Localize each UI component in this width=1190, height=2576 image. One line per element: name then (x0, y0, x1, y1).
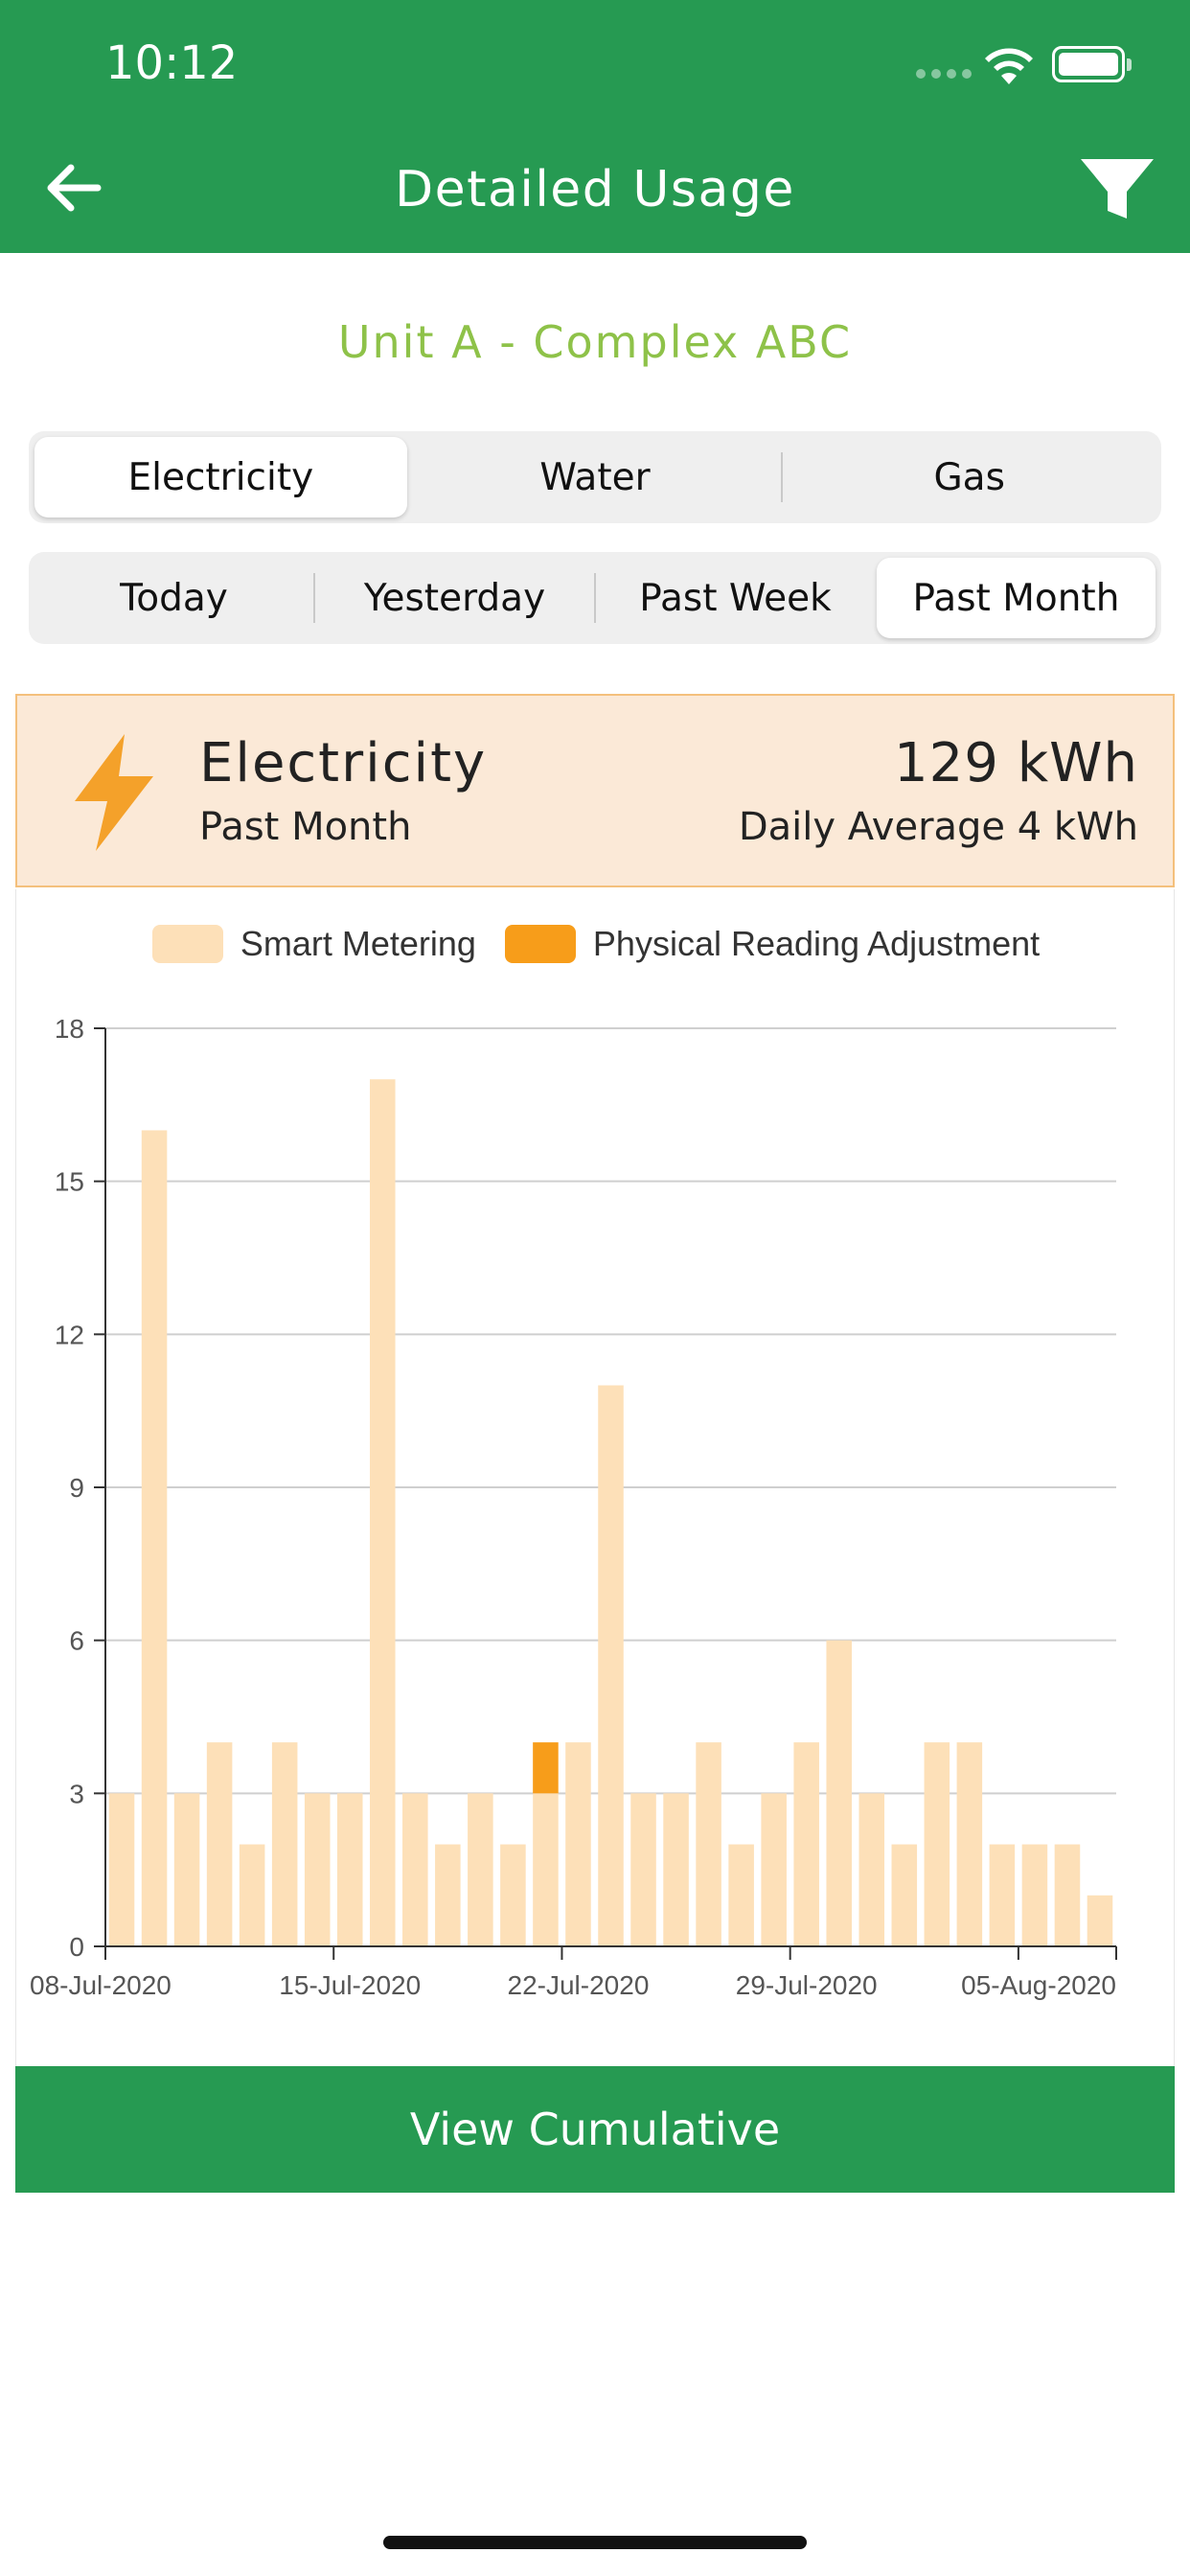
segment-divider (594, 573, 596, 623)
tab-yesterday[interactable]: Yesterday (363, 576, 546, 620)
summary-daily-average: Daily Average 4 kWh (738, 805, 1138, 849)
bar-smart-metering[interactable] (304, 1793, 331, 1946)
bar-smart-metering[interactable] (598, 1385, 624, 1946)
bar-smart-metering[interactable] (402, 1793, 428, 1946)
y-tick-label: 0 (69, 1932, 84, 1962)
bar-smart-metering[interactable] (435, 1844, 461, 1946)
usage-summary-card: Electricity Past Month 129 kWh Daily Ave… (15, 694, 1175, 887)
x-tick-label: 15-Jul-2020 (279, 1970, 421, 2000)
tab-past-week[interactable]: Past Week (639, 576, 832, 620)
tab-water[interactable]: Water (539, 455, 651, 499)
bar-smart-metering[interactable] (1021, 1844, 1048, 1946)
bar-smart-metering[interactable] (206, 1742, 233, 1946)
app-header: 10:12 Detailed Usage (0, 0, 1190, 253)
wifi-icon (985, 48, 1033, 84)
bar-smart-metering[interactable] (1087, 1895, 1113, 1946)
bar-smart-metering[interactable] (173, 1793, 200, 1946)
bar-smart-metering[interactable] (793, 1742, 819, 1946)
legend-label: Physical Reading Adjustment (592, 924, 1041, 963)
x-tick-label: 05-Aug-2020 (961, 1970, 1116, 2000)
tab-gas[interactable]: Gas (933, 455, 1005, 499)
utility-segmented-control: Electricity Water Gas (29, 431, 1161, 523)
bar-smart-metering[interactable] (728, 1844, 754, 1946)
y-tick-label: 9 (69, 1473, 84, 1503)
legend-entry-physical-adjustment[interactable]: Physical Reading Adjustment (504, 924, 1041, 964)
status-time: 10:12 (105, 36, 239, 90)
bar-smart-metering[interactable] (956, 1742, 983, 1946)
segment-divider (313, 573, 315, 623)
filter-icon[interactable] (1079, 157, 1156, 224)
view-cumulative-button[interactable]: View Cumulative (15, 2066, 1175, 2193)
legend-label: Smart Metering (240, 924, 476, 963)
bar-smart-metering[interactable] (696, 1742, 721, 1946)
bar-smart-metering[interactable] (858, 1793, 885, 1946)
bar-smart-metering[interactable] (826, 1640, 852, 1946)
lightning-bolt-icon (75, 734, 153, 851)
bar-smart-metering[interactable] (565, 1742, 591, 1946)
y-tick-label: 18 (55, 1014, 84, 1044)
x-tick-label: 29-Jul-2020 (736, 1970, 878, 2000)
bar-smart-metering[interactable] (336, 1793, 363, 1946)
bar-smart-metering[interactable] (924, 1742, 950, 1946)
bar-smart-metering[interactable] (533, 1793, 559, 1946)
x-tick-label: 08-Jul-2020 (30, 1970, 172, 2000)
chart-legend: Smart Metering Physical Reading Adjustme… (16, 924, 1176, 964)
y-tick-label: 12 (55, 1320, 84, 1349)
period-segmented-control: Today Yesterday Past Week Past Month (29, 552, 1161, 644)
bar-smart-metering[interactable] (761, 1793, 787, 1946)
property-name: Unit A - Complex ABC (337, 316, 853, 368)
back-arrow-icon[interactable] (38, 153, 107, 222)
bar-smart-metering[interactable] (500, 1844, 526, 1946)
bar-smart-metering[interactable] (468, 1793, 493, 1946)
bar-smart-metering[interactable] (663, 1793, 689, 1946)
bar-smart-metering[interactable] (141, 1130, 168, 1946)
segment-divider (781, 452, 784, 502)
usage-bar-chart: 0 3 6 9 12 15 18 08-Jul-2020 15-Jul-2020 22-Jul-2… (30, 1014, 1117, 2000)
tab-today[interactable]: Today (120, 576, 228, 620)
x-tick-label: 22-Jul-2020 (508, 1970, 650, 2000)
usage-chart-panel: 0 3 6 9 12 15 18 08-Jul-2020 15-Jul-2020 22-Jul-2… (15, 889, 1175, 2066)
page-title: Detailed Usage (395, 161, 795, 218)
home-indicator (383, 2536, 807, 2549)
legend-entry-smart-metering[interactable]: Smart Metering (151, 924, 476, 964)
summary-total: 129 kWh (894, 732, 1138, 794)
y-tick-label: 15 (55, 1167, 84, 1197)
summary-utility: Electricity (199, 732, 488, 794)
tab-past-month[interactable]: Past Month (877, 558, 1156, 638)
bar-smart-metering[interactable] (271, 1742, 298, 1946)
battery-icon (1052, 46, 1132, 82)
summary-period: Past Month (199, 805, 412, 849)
bar-smart-metering[interactable] (891, 1844, 918, 1946)
tab-electricity[interactable]: Electricity (34, 437, 407, 518)
bar-smart-metering[interactable] (108, 1793, 135, 1946)
legend-swatch (504, 925, 576, 963)
bar-physical-adjustment[interactable] (533, 1742, 559, 1794)
bar-smart-metering[interactable] (989, 1844, 1016, 1946)
bar-smart-metering[interactable] (1054, 1844, 1081, 1946)
bar-smart-metering[interactable] (239, 1844, 265, 1946)
bar-smart-metering[interactable] (630, 1793, 656, 1946)
legend-swatch (151, 925, 223, 963)
bar-smart-metering[interactable] (370, 1079, 396, 1946)
y-tick-label: 3 (69, 1779, 84, 1808)
y-tick-label: 6 (69, 1626, 84, 1656)
cellular-signal-icon (916, 69, 972, 79)
